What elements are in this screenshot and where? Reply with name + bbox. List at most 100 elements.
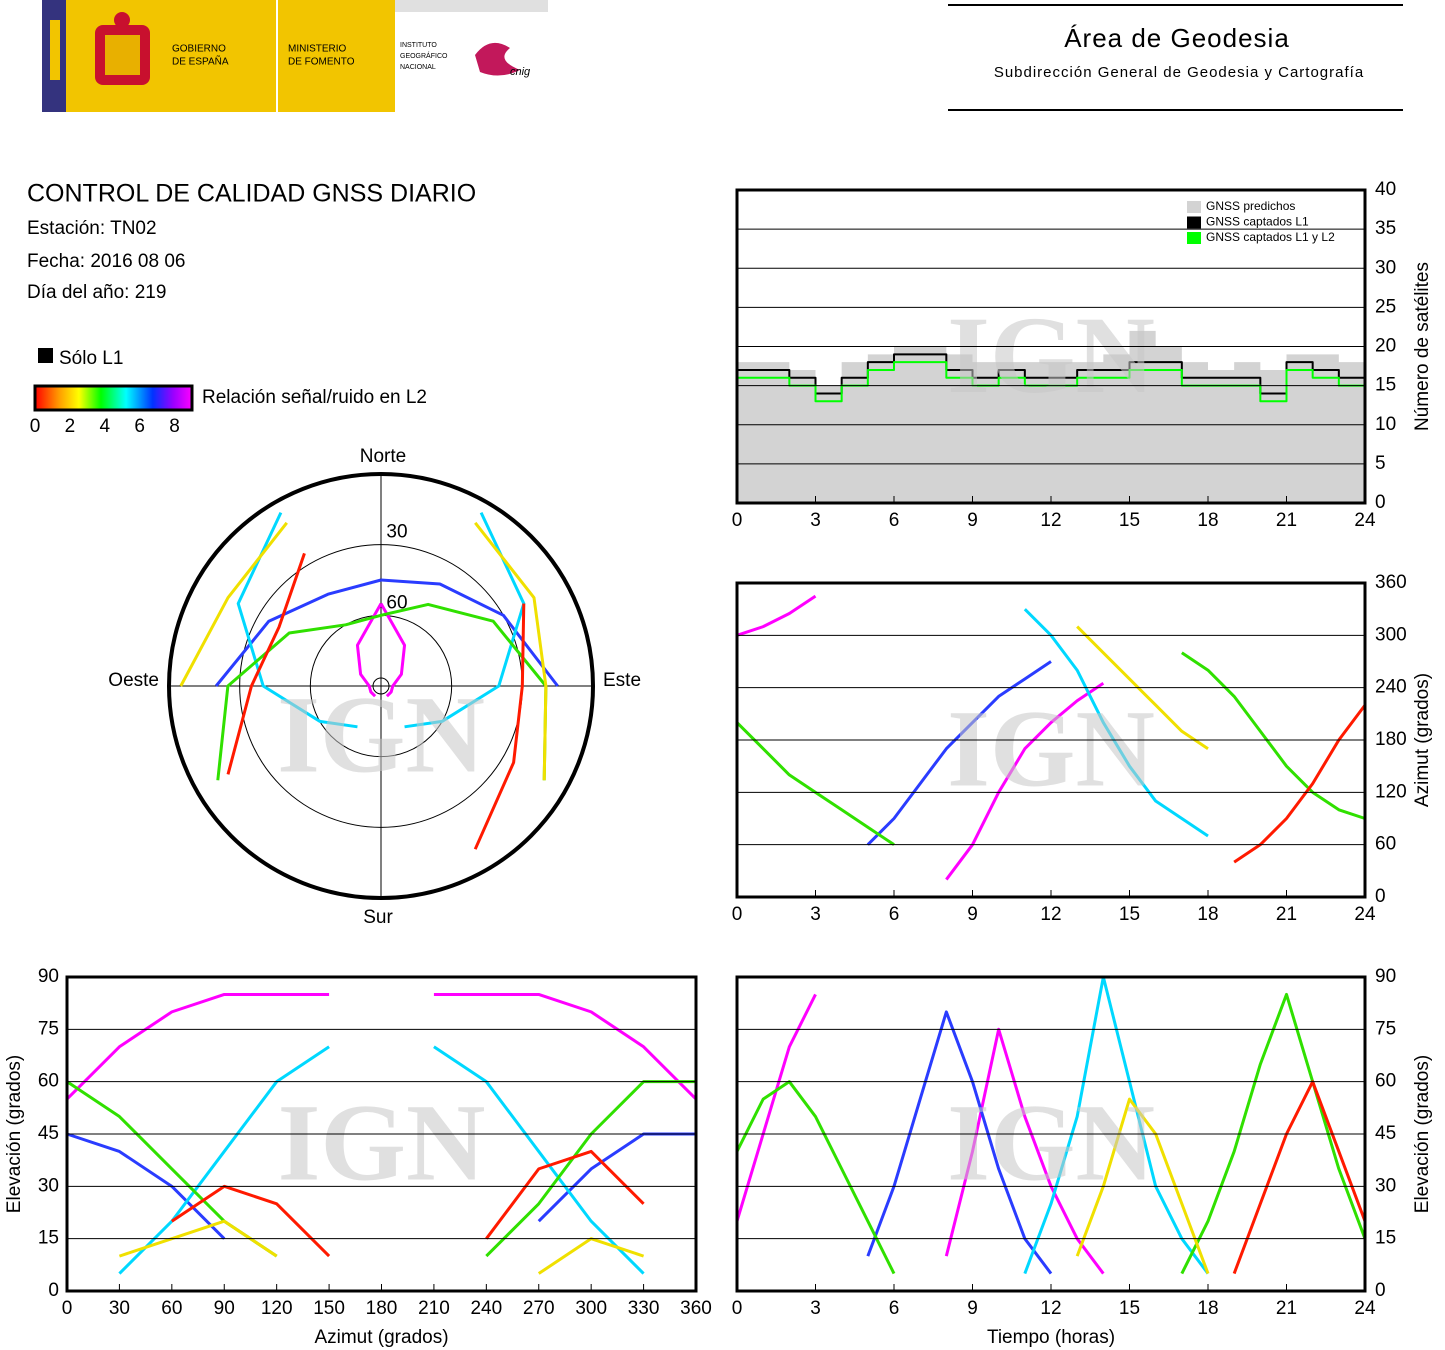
track <box>1076 625 1209 750</box>
y-axis-label: Número de satélites <box>1412 262 1433 431</box>
y-tick-label: 25 <box>1375 296 1396 317</box>
institute-text: NACIONAL <box>400 64 436 71</box>
ring-label: 30 <box>386 522 407 543</box>
x-tick-label: 6 <box>889 904 900 925</box>
x-tick-label: 270 <box>523 1298 555 1319</box>
x-tick-label: 12 <box>1040 904 1061 925</box>
x-tick-label: 15 <box>1119 1298 1140 1319</box>
x-tick-label: 0 <box>732 1298 743 1319</box>
legend-swatch <box>1187 216 1201 229</box>
track <box>1075 1097 1210 1275</box>
sky-track <box>236 511 526 729</box>
colorbar-tick: 8 <box>169 416 180 437</box>
y-tick-label: 40 <box>1375 179 1396 200</box>
x-tick-label: 120 <box>261 1298 293 1319</box>
coat-of-arms <box>95 12 150 85</box>
cnig-logo <box>475 42 520 76</box>
area <box>737 330 1365 503</box>
y-tick-label: 15 <box>38 1228 59 1249</box>
y-axis-label: Elevación (grados) <box>4 1055 25 1213</box>
plot-frame <box>65 975 698 1293</box>
ministry-text: DE FOMENTO <box>288 57 355 68</box>
x-tick-label: 180 <box>366 1298 398 1319</box>
y-tick-label: 0 <box>48 1280 59 1301</box>
x-tick-label: 15 <box>1119 510 1140 531</box>
direction-label: Oeste <box>108 670 159 691</box>
direction-label: Sur <box>363 907 393 928</box>
y-tick-label: 45 <box>1375 1123 1396 1144</box>
x-tick-label: 15 <box>1119 904 1140 925</box>
plot-frame <box>735 581 1367 899</box>
day-of-year: Día del año: 219 <box>27 282 166 303</box>
y-tick-label: 75 <box>38 1018 59 1039</box>
y-tick-label: 35 <box>1375 218 1396 239</box>
y-tick-label: 15 <box>1375 1228 1396 1249</box>
x-tick-label: 30 <box>109 1298 130 1319</box>
track <box>866 660 1052 846</box>
x-tick-label: 3 <box>810 1298 821 1319</box>
plot-frame <box>735 975 1367 1293</box>
y-tick-label: 30 <box>38 1175 59 1196</box>
watermark: IGN <box>947 687 1155 809</box>
x-axis-label: Tiempo (horas) <box>987 1327 1115 1348</box>
x-tick-label: 210 <box>418 1298 450 1319</box>
colorbar <box>33 384 194 412</box>
x-tick-label: 18 <box>1197 904 1218 925</box>
y-tick-label: 300 <box>1375 624 1407 645</box>
y-tick-label: 45 <box>38 1123 59 1144</box>
logo-strip <box>395 0 548 12</box>
y-axis-label: Azimut (grados) <box>1412 673 1433 807</box>
track <box>65 992 698 1101</box>
y-tick-label: 120 <box>1375 781 1407 802</box>
y-tick-label: 60 <box>1375 834 1396 855</box>
x-tick-label: 0 <box>732 904 743 925</box>
x-tick-label: 9 <box>967 904 978 925</box>
y-tick-label: 30 <box>1375 1175 1396 1196</box>
x-tick-label: 300 <box>575 1298 607 1319</box>
l1-legend: Sólo L1 <box>59 348 123 369</box>
header-title: Área de Geodesia <box>1064 23 1290 53</box>
institute-text: GEOGRÁFICO <box>400 51 448 60</box>
logo-band: GOBIERNO DE ESPAÑA MINISTERIO DE FOMENTO… <box>42 0 548 112</box>
x-axis-label: Azimut (grados) <box>314 1327 448 1348</box>
x-tick-label: 24 <box>1354 510 1376 531</box>
y-tick-label: 5 <box>1375 453 1386 474</box>
x-tick-label: 9 <box>967 1298 978 1319</box>
x-tick-label: 18 <box>1197 510 1218 531</box>
x-tick-label: 330 <box>628 1298 660 1319</box>
watermark: IGN <box>947 294 1155 416</box>
horizon <box>167 472 595 900</box>
watermark: IGN <box>277 673 485 795</box>
ring-label: 60 <box>386 592 407 613</box>
ministry-panel <box>278 0 395 112</box>
sky-track <box>214 578 559 687</box>
watermark: IGN <box>278 1081 486 1203</box>
y-tick-label: 360 <box>1375 572 1407 593</box>
track <box>1233 704 1367 864</box>
track <box>1232 1080 1367 1275</box>
station: Estación: TN02 <box>27 218 157 239</box>
legend-label: GNSS captados L1 <box>1206 215 1309 229</box>
sky-track <box>179 521 548 781</box>
x-tick-label: 9 <box>967 510 978 531</box>
colorbar-tick: 4 <box>99 416 110 437</box>
l1-swatch <box>38 348 53 363</box>
cnig-text: cnig <box>510 66 531 78</box>
x-tick-label: 60 <box>161 1298 182 1319</box>
x-tick-label: 360 <box>680 1298 712 1319</box>
header-subtitle: Subdirección General de Geodesia y Carto… <box>994 64 1364 81</box>
y-axis-label: Elevación (grados) <box>1412 1055 1433 1213</box>
y-tick-label: 0 <box>1375 886 1386 907</box>
y-tick-label: 60 <box>38 1071 59 1092</box>
x-tick-label: 3 <box>810 510 821 531</box>
colorbar-label: Relación señal/ruido en L2 <box>202 387 427 408</box>
y-tick-label: 180 <box>1375 729 1407 750</box>
track <box>171 1149 645 1258</box>
x-tick-label: 0 <box>732 510 743 531</box>
x-tick-label: 0 <box>62 1298 73 1319</box>
y-tick-label: 90 <box>1375 966 1396 987</box>
colorbar-tick: 2 <box>65 416 76 437</box>
legend-swatch <box>1187 201 1201 213</box>
x-tick-label: 21 <box>1276 1298 1297 1319</box>
